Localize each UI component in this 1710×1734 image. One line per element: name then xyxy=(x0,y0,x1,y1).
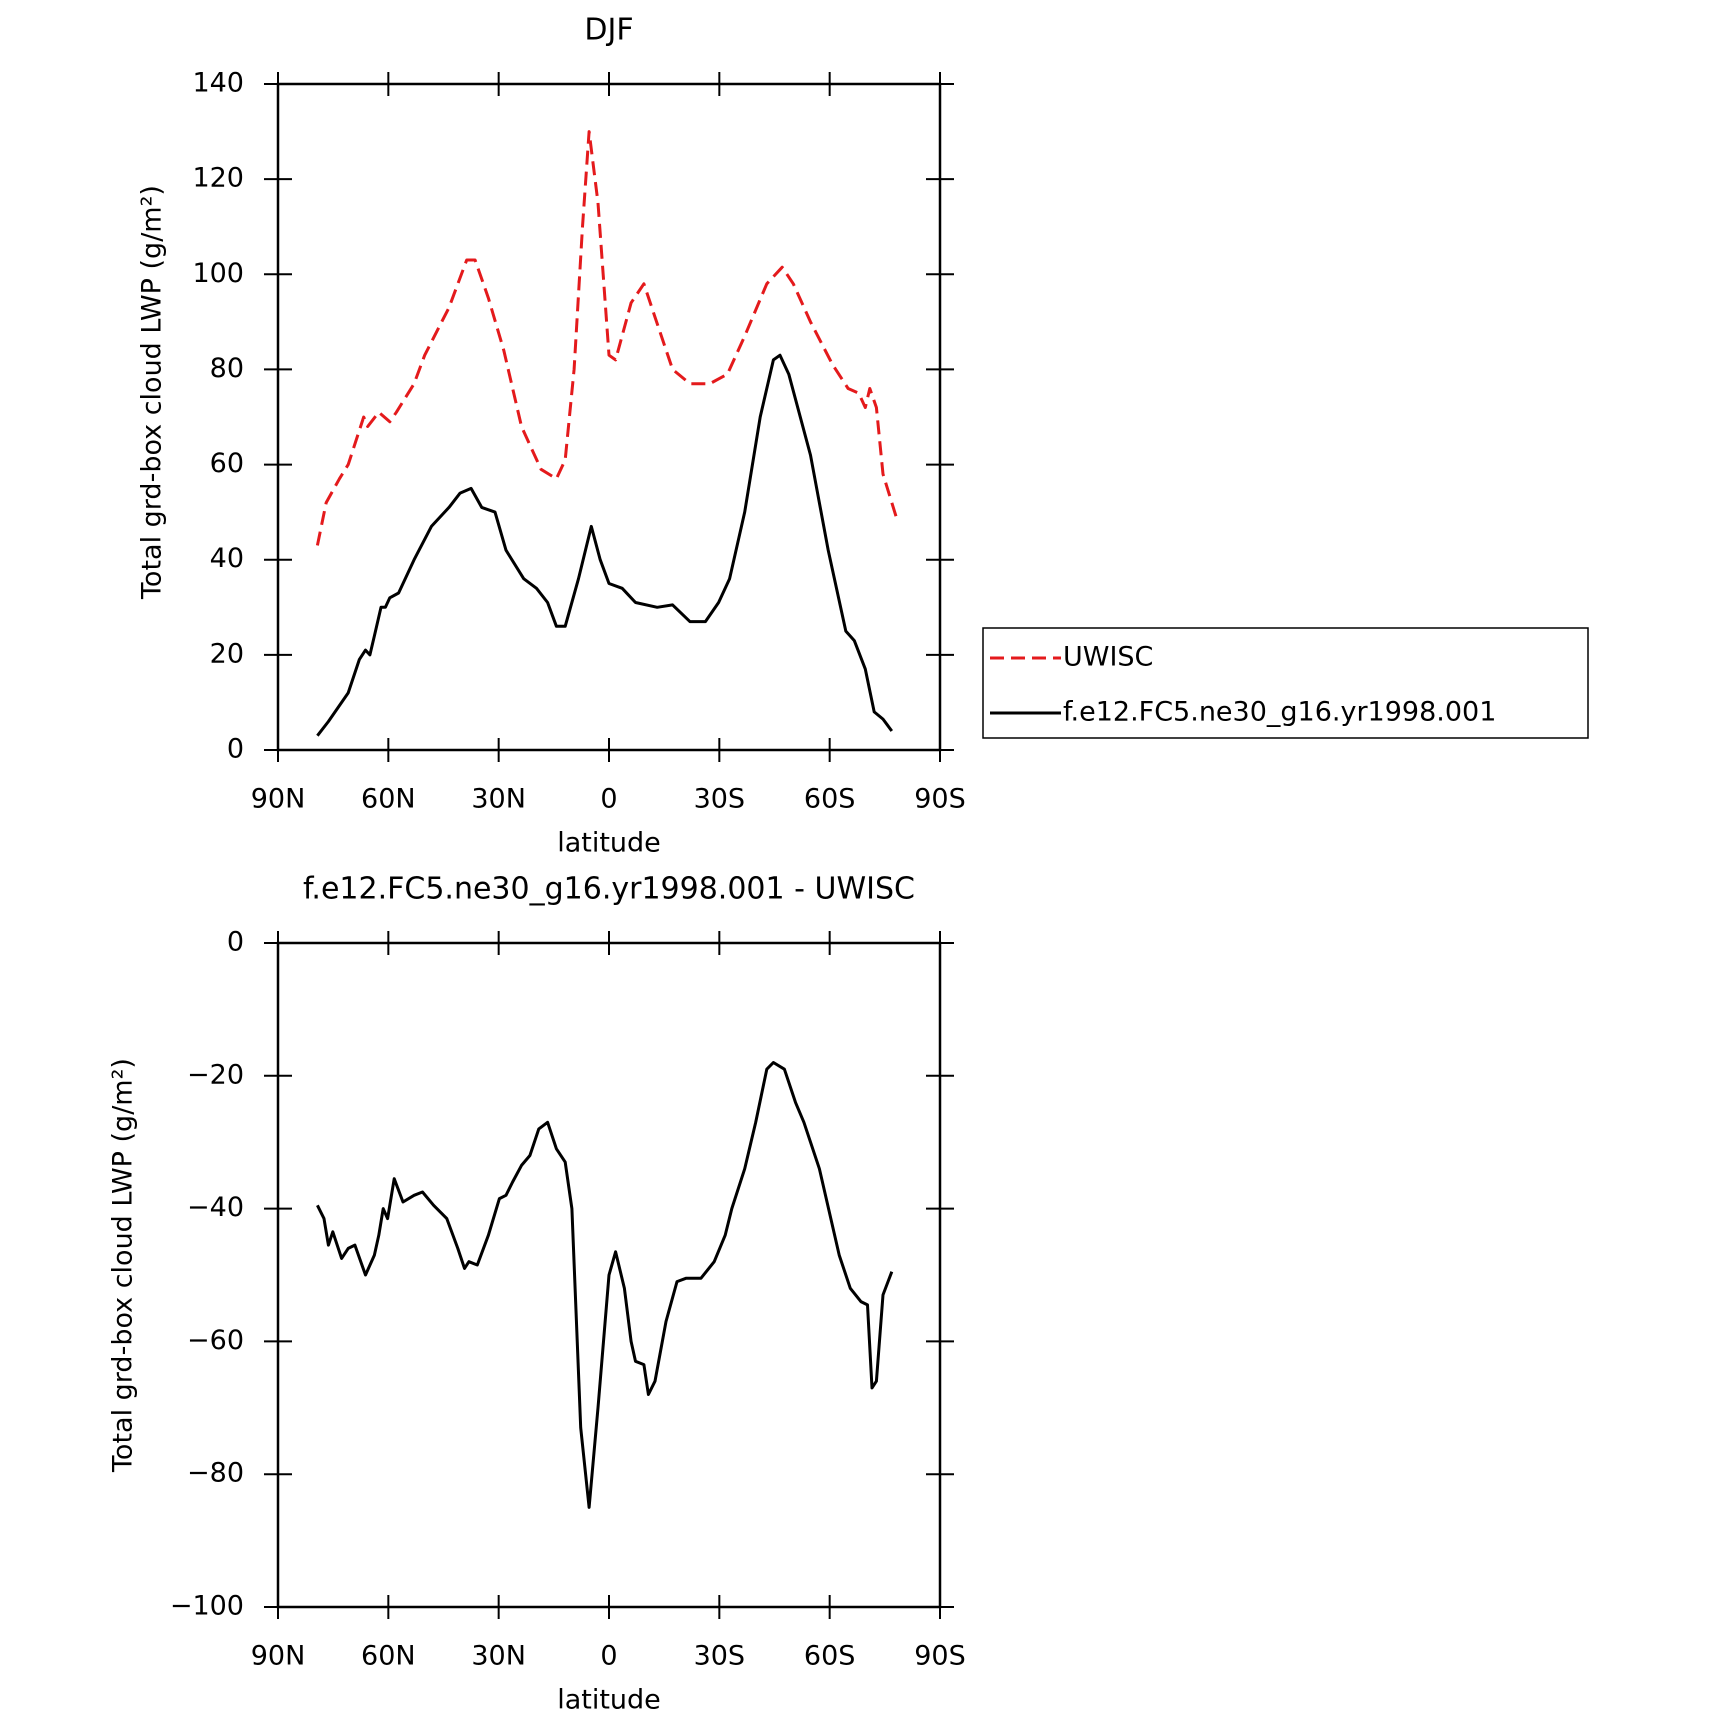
legend-box xyxy=(982,627,1589,739)
y-tick-label: 140 xyxy=(192,68,244,99)
x-tick-label: 90N xyxy=(251,1641,306,1672)
x-tick-label: 30S xyxy=(694,784,746,815)
y-tick-label: 0 xyxy=(227,927,244,958)
x-tick-label: 30N xyxy=(471,1641,526,1672)
y-tick-label: 40 xyxy=(210,543,244,574)
legend-label: f.e12.FC5.ne30_g16.yr1998.001 xyxy=(1063,697,1496,728)
y-axis-label: Total grd-box cloud LWP (g/m²) xyxy=(137,185,168,600)
y-tick-label: 100 xyxy=(192,258,244,289)
x-axis-label: latitude xyxy=(557,828,661,859)
x-tick-label: 90S xyxy=(914,784,966,815)
x-tick-label: 60N xyxy=(361,1641,416,1672)
data-line xyxy=(316,1061,894,1509)
x-tick-label: 30N xyxy=(471,784,526,815)
x-tick-label: 30S xyxy=(694,1641,746,1672)
chart-title: DJF xyxy=(584,13,633,48)
y-tick-label: 60 xyxy=(210,448,244,479)
x-tick-label: 90N xyxy=(251,784,306,815)
y-tick-label: −60 xyxy=(187,1325,244,1356)
x-tick-label: 0 xyxy=(600,1641,617,1672)
x-tick-label: 60N xyxy=(361,784,416,815)
x-tick-label: 90S xyxy=(914,1641,966,1672)
data-line xyxy=(315,130,898,546)
x-tick-label: 60S xyxy=(804,1641,856,1672)
chart-title: f.e12.FC5.ne30_g16.yr1998.001 - UWISC xyxy=(303,872,915,907)
y-tick-label: −20 xyxy=(187,1059,244,1090)
x-tick-label: 0 xyxy=(600,784,617,815)
y-tick-label: −100 xyxy=(170,1591,244,1622)
data-line xyxy=(316,353,894,737)
y-tick-label: 120 xyxy=(192,163,244,194)
y-tick-label: −40 xyxy=(187,1192,244,1223)
x-tick-label: 60S xyxy=(804,784,856,815)
y-tick-label: 80 xyxy=(210,353,244,384)
x-axis-label: latitude xyxy=(557,1685,661,1716)
y-tick-label: 0 xyxy=(227,734,244,765)
plot-frame xyxy=(276,82,942,752)
y-tick-label: 20 xyxy=(210,638,244,669)
y-axis-label: Total grd-box cloud LWP (g/m²) xyxy=(108,1058,139,1473)
legend-label: UWISC xyxy=(1063,642,1153,673)
y-tick-label: −80 xyxy=(187,1458,244,1489)
